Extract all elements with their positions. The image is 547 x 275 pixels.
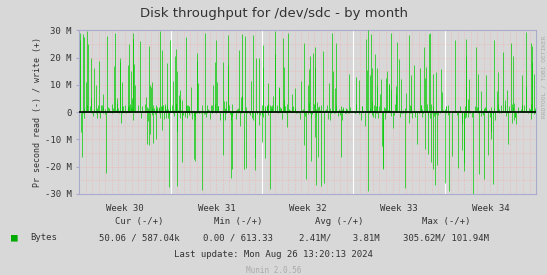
Text: Last update: Mon Aug 26 13:20:13 2024: Last update: Mon Aug 26 13:20:13 2024 <box>174 250 373 259</box>
Text: Cur (-/+): Cur (-/+) <box>115 217 164 226</box>
Text: ■: ■ <box>11 233 18 243</box>
Text: 2.41M/    3.81M: 2.41M/ 3.81M <box>299 233 380 242</box>
Text: 305.62M/ 101.94M: 305.62M/ 101.94M <box>403 233 489 242</box>
Y-axis label: Pr second read (-) / write (+): Pr second read (-) / write (+) <box>33 37 42 187</box>
Text: 50.06 / 587.04k: 50.06 / 587.04k <box>99 233 180 242</box>
Text: Bytes: Bytes <box>30 233 57 242</box>
Text: Disk throughput for /dev/sdc - by month: Disk throughput for /dev/sdc - by month <box>139 7 408 20</box>
Text: Min (-/+): Min (-/+) <box>214 217 262 226</box>
Text: Munin 2.0.56: Munin 2.0.56 <box>246 266 301 274</box>
Text: Avg (-/+): Avg (-/+) <box>315 217 363 226</box>
Text: RRDTOOL / TOBI OETIKER: RRDTOOL / TOBI OETIKER <box>542 36 546 118</box>
Text: 0.00 / 613.33: 0.00 / 613.33 <box>203 233 273 242</box>
Text: Max (-/+): Max (-/+) <box>422 217 470 226</box>
